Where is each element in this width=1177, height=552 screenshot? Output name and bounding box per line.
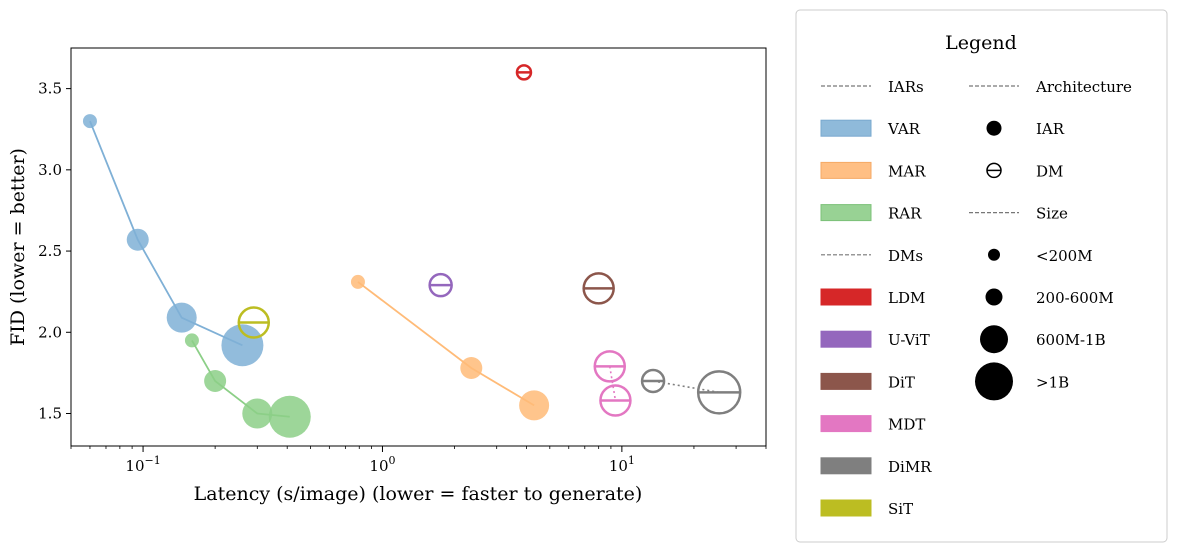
legend-label--1b: >1B	[1036, 373, 1069, 391]
var-point	[126, 228, 149, 251]
plot-frame	[70, 47, 767, 447]
mar-line	[357, 281, 535, 407]
dit-point	[582, 272, 615, 305]
mdt-point	[599, 384, 632, 417]
legend-label-iar: IAR	[1036, 120, 1065, 138]
x-tick-label: 101	[609, 454, 635, 475]
var-point	[82, 114, 97, 129]
var-line	[89, 120, 243, 347]
legend-label-mar: MAR	[888, 162, 926, 180]
y-tick-label: 1.5	[38, 405, 62, 423]
legend-label-architecture: Architecture	[1035, 78, 1132, 96]
legend-patch-dit	[820, 372, 872, 390]
legend-marker-dm	[986, 162, 1002, 179]
legend-title: Legend	[945, 32, 1017, 54]
legend-label-ldm: LDM	[888, 289, 925, 307]
legend: Legend IARs VAR MAR RAR DMs LDM U-ViT DiT MDT DiM…	[795, 9, 1168, 543]
y-tick-label: 2.0	[38, 323, 62, 341]
legend-label-var: VAR	[887, 120, 921, 138]
ldm-point	[515, 64, 533, 81]
legend-marker-600m-1b	[980, 325, 1008, 354]
y-tick-label: 3.5	[38, 80, 62, 98]
legend-patch-u-vit	[820, 330, 872, 348]
legend-label-u-vit: U-ViT	[888, 331, 930, 349]
legend-patch-var	[820, 119, 872, 137]
legend-marker-iar	[986, 120, 1002, 136]
mdt-point	[593, 350, 627, 383]
legend-marker-200-600m	[985, 288, 1003, 306]
legend-patch-sit	[820, 499, 872, 517]
x-axis-label: Latency (s/image) (lower = faster to gen…	[194, 483, 643, 505]
legend-label-sit: SiT	[888, 500, 913, 518]
dimr-point	[696, 370, 742, 415]
u-vit-point	[428, 272, 453, 298]
y-tick-label: 3.0	[38, 161, 62, 179]
x-tick-label: 100	[369, 454, 395, 475]
legend-label-600m-1b: 600M-1B	[1036, 331, 1106, 349]
series-markers	[82, 64, 742, 438]
x-tick-label: 10−1	[125, 454, 160, 475]
rar-point	[268, 395, 311, 438]
legend-patch-dimr	[820, 457, 872, 475]
rar-point	[184, 333, 199, 348]
var-point	[221, 324, 264, 367]
x-axis: 10−1 100 101	[70, 446, 767, 475]
legend-patch-mdt	[820, 415, 872, 433]
y-axis: 1.5 2.0 2.5 3.0 3.5	[38, 80, 71, 423]
legend-label-dm: DM	[1036, 162, 1063, 180]
rar-point	[242, 398, 273, 429]
legend-label-dit: DiT	[888, 373, 915, 391]
mar-point	[519, 390, 550, 421]
y-tick-label: 2.5	[38, 242, 62, 260]
rar-point	[204, 370, 227, 393]
var-point	[166, 302, 197, 333]
y-axis-label: FID (lower = better)	[7, 148, 29, 346]
legend-label-200-600m: 200-600M	[1036, 289, 1114, 307]
legend-patch-mar	[820, 161, 872, 179]
mar-point	[460, 357, 483, 380]
mar-point	[350, 274, 365, 289]
legend-label-dimr: DiMR	[888, 458, 932, 476]
legend-label--200m: <200M	[1036, 247, 1093, 265]
legend-patch-rar	[820, 204, 872, 222]
legend-label-size: Size	[1036, 205, 1068, 223]
legend-box	[795, 9, 1168, 543]
legend-patch-ldm	[820, 288, 872, 306]
series-lines	[89, 120, 720, 418]
mdt-line	[608, 366, 617, 401]
legend-label-iars: IARs	[888, 78, 924, 96]
dimr-point	[640, 368, 666, 394]
sit-point	[237, 306, 271, 339]
legend-label-mdt: MDT	[888, 416, 925, 434]
legend-label-dms: DMs	[888, 247, 923, 265]
legend-label-rar: RAR	[888, 205, 922, 223]
legend-marker--1b	[975, 362, 1013, 401]
legend-marker--200m	[988, 248, 1000, 261]
